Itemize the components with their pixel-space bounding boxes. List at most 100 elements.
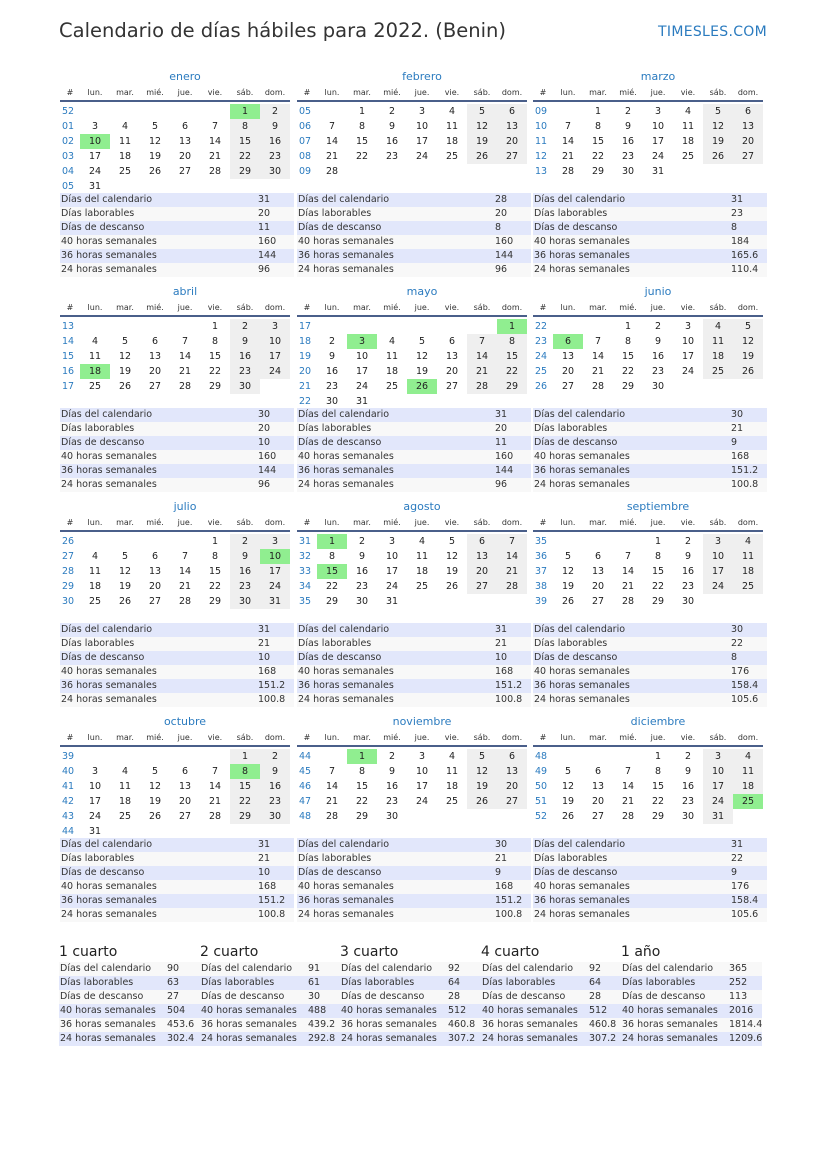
day-cell[interactable]: 23	[260, 794, 290, 809]
day-cell[interactable]: 11	[118, 781, 132, 792]
day-cell[interactable]: 27	[591, 811, 605, 822]
day-cell[interactable]: 21	[467, 364, 497, 379]
day-cell[interactable]: 6	[181, 121, 189, 132]
day-cell[interactable]: 6	[467, 534, 497, 549]
day-cell[interactable]: 6	[497, 104, 527, 119]
day-cell[interactable]: 13	[733, 119, 763, 134]
day-cell[interactable]: 29	[621, 381, 635, 392]
day-cell[interactable]: 2	[328, 336, 336, 347]
day-cell[interactable]: 2	[260, 104, 290, 119]
day-cell[interactable]: 14	[467, 349, 497, 364]
day-cell[interactable]: 20	[591, 581, 605, 592]
day-cell[interactable]: 7	[564, 121, 572, 132]
day-cell[interactable]: 26	[118, 596, 132, 607]
day-cell[interactable]: 3	[684, 321, 692, 332]
day-cell[interactable]: 17	[88, 796, 102, 807]
day-cell[interactable]: 19	[703, 134, 733, 149]
day-cell[interactable]: 13	[591, 781, 605, 792]
day-cell[interactable]: 27	[591, 596, 605, 607]
day-cell[interactable]: 20	[733, 134, 763, 149]
day-cell[interactable]: 10	[703, 549, 733, 564]
day-cell[interactable]: 22	[355, 151, 369, 162]
day-cell[interactable]: 12	[118, 566, 132, 577]
day-cell[interactable]: 23	[260, 149, 290, 164]
day-cell[interactable]: 29	[651, 811, 665, 822]
day-cell[interactable]: 21	[325, 796, 339, 807]
day-cell[interactable]: 27	[497, 794, 527, 809]
day-cell[interactable]: 19	[415, 366, 429, 377]
day-cell[interactable]: 5	[418, 336, 426, 347]
day-cell[interactable]: 18	[445, 136, 459, 147]
day-cell[interactable]: 29	[230, 809, 260, 824]
day-cell[interactable]: 2	[358, 536, 366, 547]
day-cell[interactable]: 6	[594, 551, 602, 562]
day-cell[interactable]: 11	[88, 351, 102, 362]
day-cell[interactable]: 30	[681, 811, 695, 822]
day-cell[interactable]: 5	[733, 319, 763, 334]
day-cell[interactable]: 6	[151, 551, 159, 562]
day-cell[interactable]: 4	[418, 536, 426, 547]
day-cell[interactable]: 4	[121, 121, 129, 132]
day-cell[interactable]: 2	[624, 106, 632, 117]
day-cell[interactable]: 22	[651, 581, 665, 592]
day-cell[interactable]: 13	[467, 549, 497, 564]
day-cell[interactable]: 29	[497, 379, 527, 394]
day-cell[interactable]: 25	[88, 596, 102, 607]
day-cell[interactable]: 3	[260, 534, 290, 549]
day-cell[interactable]: 21	[208, 151, 222, 162]
day-cell[interactable]: 26	[703, 149, 733, 164]
day-cell[interactable]: 25	[445, 151, 459, 162]
day-cell[interactable]: 24	[681, 366, 695, 377]
day-cell[interactable]: 6	[594, 766, 602, 777]
day-cell[interactable]: 1	[624, 321, 632, 332]
day-cell[interactable]: 12	[467, 764, 497, 779]
day-cell[interactable]: 18	[80, 364, 110, 379]
day-cell[interactable]: 24	[260, 364, 290, 379]
day-cell[interactable]: 3	[260, 319, 290, 334]
day-cell[interactable]: 20	[497, 779, 527, 794]
day-cell[interactable]: 4	[121, 766, 129, 777]
day-cell[interactable]: 25	[703, 364, 733, 379]
day-cell[interactable]: 27	[178, 811, 192, 822]
day-cell[interactable]: 25	[385, 381, 399, 392]
day-cell[interactable]: 10	[415, 766, 429, 777]
day-cell[interactable]: 28	[208, 811, 222, 822]
day-cell[interactable]: 17	[260, 349, 290, 364]
day-cell[interactable]: 6	[181, 766, 189, 777]
day-cell[interactable]: 22	[230, 149, 260, 164]
day-cell[interactable]: 8	[594, 121, 602, 132]
day-cell[interactable]: 4	[684, 106, 692, 117]
day-cell[interactable]: 1	[211, 321, 219, 332]
day-cell[interactable]: 16	[681, 781, 695, 792]
day-cell[interactable]: 31	[703, 809, 733, 824]
day-cell[interactable]: 7	[624, 766, 632, 777]
day-cell[interactable]: 5	[121, 336, 129, 347]
day-cell[interactable]: 29	[325, 596, 339, 607]
day-cell[interactable]: 16	[621, 136, 635, 147]
day-cell[interactable]: 31	[385, 596, 399, 607]
day-cell[interactable]: 5	[467, 104, 497, 119]
day-cell[interactable]: 12	[733, 334, 763, 349]
day-cell[interactable]: 3	[388, 536, 396, 547]
day-cell[interactable]: 1	[594, 106, 602, 117]
day-cell[interactable]: 11	[703, 334, 733, 349]
day-cell[interactable]: 5	[448, 536, 456, 547]
day-cell[interactable]: 7	[624, 551, 632, 562]
day-cell[interactable]: 16	[385, 136, 399, 147]
day-cell[interactable]: 6	[448, 336, 456, 347]
day-cell[interactable]: 14	[561, 136, 575, 147]
day-cell[interactable]: 13	[561, 351, 575, 362]
day-cell[interactable]: 17	[260, 564, 290, 579]
day-cell[interactable]: 15	[591, 136, 605, 147]
day-cell[interactable]: 20	[178, 796, 192, 807]
day-cell[interactable]: 5	[121, 551, 129, 562]
day-cell[interactable]: 23	[230, 364, 260, 379]
day-cell[interactable]: 19	[561, 581, 575, 592]
day-cell[interactable]: 13	[178, 781, 192, 792]
day-cell[interactable]: 24	[415, 151, 429, 162]
day-cell[interactable]: 10	[260, 549, 290, 564]
day-cell[interactable]: 4	[703, 319, 733, 334]
day-cell[interactable]: 17	[651, 136, 665, 147]
day-cell[interactable]: 26	[467, 794, 497, 809]
day-cell[interactable]: 9	[654, 336, 662, 347]
